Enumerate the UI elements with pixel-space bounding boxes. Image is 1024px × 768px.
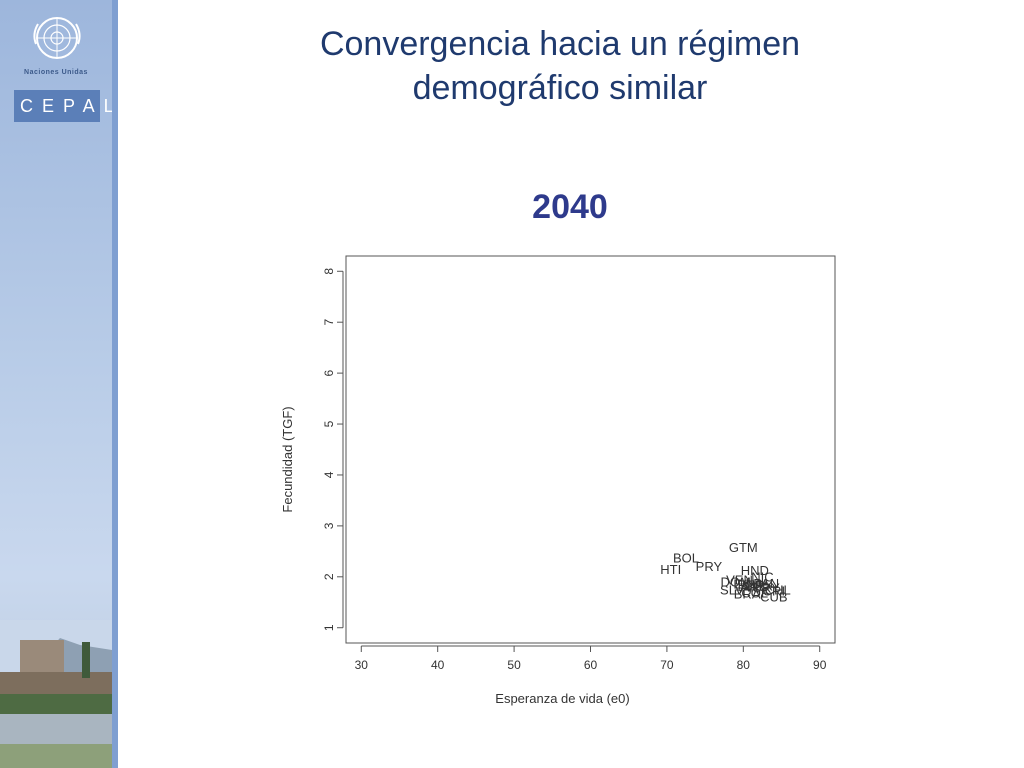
point-label-hti: HTI xyxy=(660,562,681,577)
year-label: 2040 xyxy=(532,188,608,226)
point-label-cub: CUB xyxy=(760,590,787,605)
point-label-dom: DOM xyxy=(721,574,751,589)
y-tick-label: 2 xyxy=(322,573,336,580)
y-tick-label: 6 xyxy=(322,369,336,376)
point-label-bol: BOL xyxy=(673,550,699,565)
point-label-slv: SLV xyxy=(720,582,744,597)
point-label-gtm: GTM xyxy=(729,540,758,555)
title-line-2: demográfico similar xyxy=(412,69,708,107)
x-tick-label: 80 xyxy=(737,658,751,672)
point-label-col: COL xyxy=(741,586,768,601)
y-axis-label: Fecundidad (TGF) xyxy=(280,406,295,512)
point-label-chl: CHL xyxy=(765,582,791,597)
point-label-cri: CRI xyxy=(763,584,785,599)
slide-title: Convergencia hacia un régimen demográfic… xyxy=(250,22,870,110)
point-label-ecu: ECU xyxy=(733,576,760,591)
point-label-ven: VEN xyxy=(726,572,753,587)
y-tick-label: 1 xyxy=(322,624,336,631)
org-name: Naciones Unidas xyxy=(24,69,88,76)
x-tick-label: 70 xyxy=(660,658,674,672)
cepal-logo: CEPAL xyxy=(14,90,114,122)
point-label-per: PER xyxy=(738,577,765,592)
point-label-bra: BRA xyxy=(734,587,761,602)
x-tick-label: 50 xyxy=(507,658,521,672)
point-label-nic: NIC xyxy=(751,569,773,584)
point-label-arg: ARG xyxy=(741,579,769,594)
point-label-hnd: HND xyxy=(741,563,769,578)
building-photo xyxy=(0,620,112,768)
point-label-ury: URY xyxy=(753,580,781,595)
sidebar-stripe xyxy=(112,0,118,768)
point-label-pan: PAN xyxy=(753,576,779,591)
x-tick-label: 60 xyxy=(584,658,598,672)
y-tick-label: 7 xyxy=(322,319,336,326)
y-tick-label: 5 xyxy=(322,420,336,427)
plot-frame xyxy=(345,255,836,644)
x-tick-label: 30 xyxy=(355,658,369,672)
scatter-chart: 30 40 50 60 70 80 90 1 2 3 4 5 6 7 8 Esperanza de vida … xyxy=(280,255,836,706)
point-label-mex: MEX xyxy=(745,578,774,593)
point-label-pry: PRY xyxy=(696,559,723,574)
y-tick-label: 4 xyxy=(322,471,336,478)
title-line-1: Convergencia hacia un régimen xyxy=(319,25,801,63)
sidebar: Naciones Unidas CEPAL xyxy=(0,0,114,768)
x-tick-label: 40 xyxy=(431,658,445,672)
un-emblem-icon xyxy=(33,17,81,59)
x-tick-label: 90 xyxy=(813,658,827,672)
y-tick-label: 3 xyxy=(322,522,336,529)
x-axis-label: Esperanza de vida (e0) xyxy=(495,691,629,706)
y-tick-label: 8 xyxy=(322,268,336,275)
